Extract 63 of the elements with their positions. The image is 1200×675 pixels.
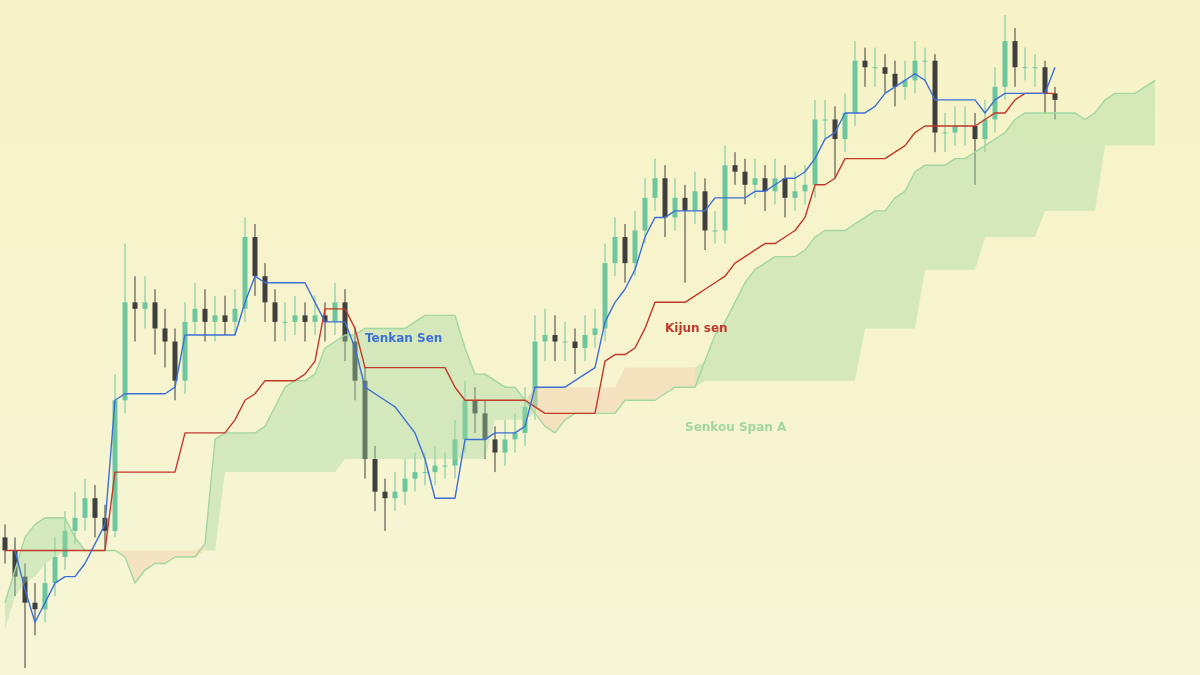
candlestick — [142, 275, 148, 329]
candlestick — [592, 308, 598, 349]
candlestick — [742, 158, 748, 205]
candlestick — [892, 60, 898, 107]
candlestick — [692, 171, 698, 225]
candlestick — [652, 158, 658, 212]
candlestick — [902, 60, 908, 101]
candlestick — [1032, 53, 1038, 88]
candlestick — [572, 327, 578, 375]
candlestick — [92, 484, 98, 538]
candlestick — [302, 301, 308, 342]
candlestick — [162, 308, 168, 369]
candlestick — [2, 523, 8, 565]
candlestick — [552, 314, 558, 362]
candlestick — [872, 47, 878, 88]
candlestick — [312, 295, 318, 336]
candlestick — [762, 164, 768, 212]
candlestick — [972, 112, 978, 186]
candlestick — [382, 478, 388, 532]
candlestick — [432, 445, 438, 486]
candlestick — [292, 295, 298, 336]
candlestick — [782, 164, 788, 218]
candlestick — [882, 53, 888, 94]
candlestick — [282, 301, 288, 342]
candlestick — [442, 452, 448, 480]
candlestick — [192, 282, 198, 336]
candlestick — [412, 452, 418, 493]
candlestick — [922, 47, 928, 81]
candlestick — [492, 425, 498, 473]
text: Senkou Span A — [685, 420, 787, 435]
candlestick — [542, 308, 548, 362]
candlestick — [72, 491, 78, 545]
candlestick — [392, 471, 398, 512]
series-label: Kijun sen — [665, 321, 728, 336]
candlestick — [942, 112, 948, 153]
candlestick — [82, 478, 88, 532]
candlestick — [732, 151, 738, 186]
series-label: Tenkan Sen — [365, 331, 443, 346]
candlestick — [402, 458, 408, 506]
candlestick — [472, 386, 478, 434]
candlestick — [792, 171, 798, 212]
candlestick — [982, 99, 988, 153]
candlestick — [1022, 47, 1028, 81]
candlestick — [202, 288, 208, 342]
candlestick — [422, 452, 428, 486]
candlestick — [272, 288, 278, 342]
candlestick — [802, 164, 808, 205]
candlestick — [682, 184, 688, 284]
candlestick — [832, 105, 838, 179]
candlestick — [862, 47, 868, 88]
candlestick — [32, 582, 38, 636]
candlestick — [212, 295, 218, 342]
candlestick — [712, 210, 718, 245]
candlestick — [752, 158, 758, 199]
candlestick — [822, 99, 828, 140]
candlestick — [232, 288, 238, 336]
candlestick — [132, 275, 138, 342]
candlestick — [582, 314, 588, 362]
candlestick — [1052, 86, 1058, 120]
candlestick — [222, 295, 228, 336]
candlestick — [502, 419, 508, 467]
candlestick — [562, 321, 568, 362]
candlestick — [952, 105, 958, 147]
